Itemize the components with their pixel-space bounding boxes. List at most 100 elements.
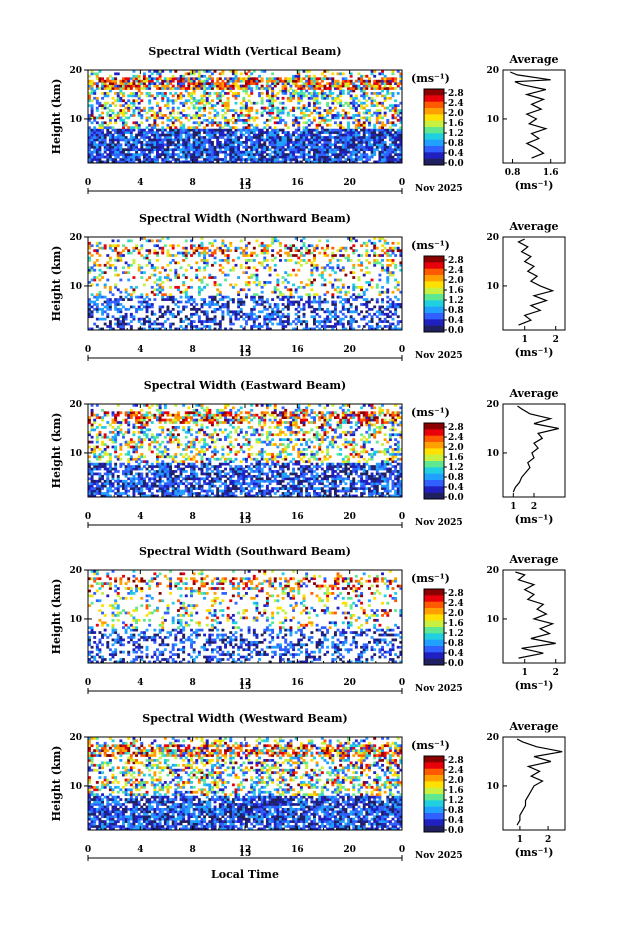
heatmap-cell <box>242 104 246 108</box>
heatmap-cell <box>192 251 196 255</box>
heatmap-cell <box>124 153 128 156</box>
heatmap-cell <box>360 158 364 161</box>
heatmap-cell <box>388 126 392 130</box>
heatmap-cell <box>260 241 264 245</box>
heatmap-cell <box>88 445 91 449</box>
heatmap-cell <box>370 131 374 134</box>
heatmap-cell <box>93 462 97 466</box>
heatmap-cell <box>129 101 133 105</box>
heatmap-cell <box>231 322 235 326</box>
heatmap-cell <box>273 84 277 88</box>
heatmap-cell <box>313 133 316 137</box>
heatmap-cell <box>171 298 175 301</box>
heatmap-cell <box>341 92 345 95</box>
heatmap-cell <box>124 158 128 161</box>
heatmap-cell <box>88 482 91 486</box>
heatmap-cell <box>307 259 311 262</box>
heatmap-cell <box>315 268 319 272</box>
heatmap-cell <box>352 143 356 147</box>
heatmap-cell <box>313 246 316 250</box>
heatmap-cell <box>137 148 141 152</box>
heatmap-cell <box>190 315 193 319</box>
heatmap-cell <box>271 104 275 108</box>
heatmap-cell <box>140 322 144 326</box>
heatmap-cell <box>106 77 110 81</box>
heatmap-cell <box>119 109 123 112</box>
heatmap-cell <box>103 322 107 326</box>
heatmap-cell <box>108 109 112 112</box>
heatmap-cell <box>150 239 154 243</box>
heatmap-cell <box>239 325 243 328</box>
heatmap-cell <box>179 116 183 120</box>
heatmap-cell <box>218 322 222 326</box>
heatmap-cell <box>161 322 165 326</box>
heatmap-cell <box>218 82 222 85</box>
heatmap-cell <box>169 99 173 103</box>
heatmap-cell <box>106 298 110 301</box>
heatmap-cell <box>370 317 374 321</box>
heatmap-cell <box>140 148 144 152</box>
heatmap-cell <box>333 99 337 103</box>
heatmap-cell <box>221 241 225 245</box>
heatmap-cell <box>247 84 251 88</box>
heatmap-cell <box>352 293 356 297</box>
heatmap-cell <box>396 114 400 117</box>
heatmap-cell <box>145 254 149 257</box>
heatmap-cell <box>391 104 395 108</box>
heatmap-cell <box>294 150 298 154</box>
heatmap-cell <box>171 121 175 125</box>
heatmap-cell <box>142 136 146 139</box>
heatmap-cell <box>132 246 136 250</box>
colorbar-tick-label: 0.8 <box>448 139 464 149</box>
heatmap-cell <box>318 295 322 299</box>
heatmap-cell <box>341 82 345 85</box>
heatmap-cell <box>391 259 395 262</box>
heatmap-cell <box>153 96 157 100</box>
heatmap-cell <box>391 155 395 159</box>
heatmap-cell <box>114 450 118 454</box>
heatmap-cell <box>234 109 238 112</box>
heatmap-cell <box>365 99 369 103</box>
heatmap-cell <box>281 143 285 147</box>
heatmap-cell <box>354 285 358 289</box>
heatmap-cell <box>231 312 235 316</box>
average-profile-line <box>509 71 551 159</box>
heatmap-cell <box>122 482 125 486</box>
heatmap-cell <box>166 116 170 120</box>
heatmap-cell <box>378 290 382 294</box>
heatmap-cell <box>203 140 207 144</box>
heatmap-cell <box>391 290 395 294</box>
heatmap-cell <box>98 484 102 488</box>
heatmap-cell <box>93 89 97 93</box>
heatmap-cell <box>127 322 131 326</box>
heatmap-cell <box>331 148 335 152</box>
heatmap-cell <box>260 160 264 164</box>
heatmap-cell <box>383 99 387 103</box>
heatmap-cell <box>187 84 191 88</box>
heatmap-cell <box>394 160 398 164</box>
heatmap-cell <box>320 150 324 154</box>
heatmap-cell <box>294 89 298 93</box>
heatmap-cell <box>255 133 259 137</box>
heatmap-cell <box>310 273 314 277</box>
heatmap-cell <box>252 317 256 321</box>
heatmap-cell <box>182 143 186 147</box>
heatmap-cell <box>276 278 280 282</box>
heatmap-cell <box>187 300 191 304</box>
heatmap-cell <box>318 92 322 95</box>
heatmap-cell <box>362 96 366 100</box>
heatmap-cell <box>260 133 264 137</box>
heatmap-cell <box>179 138 183 142</box>
heatmap-cell <box>234 136 238 139</box>
heatmap-cell <box>258 131 261 134</box>
heatmap-cell <box>260 84 264 88</box>
heatmap-cell <box>93 322 97 326</box>
heatmap-cell <box>373 259 377 262</box>
heatmap-cell <box>148 143 152 147</box>
heatmap-cell <box>381 320 384 323</box>
heatmap-cell <box>169 312 173 316</box>
heatmap-cell <box>119 148 123 152</box>
heatmap-cell <box>245 131 248 134</box>
heatmap-cell <box>245 140 248 144</box>
heatmap-cell <box>106 94 110 98</box>
